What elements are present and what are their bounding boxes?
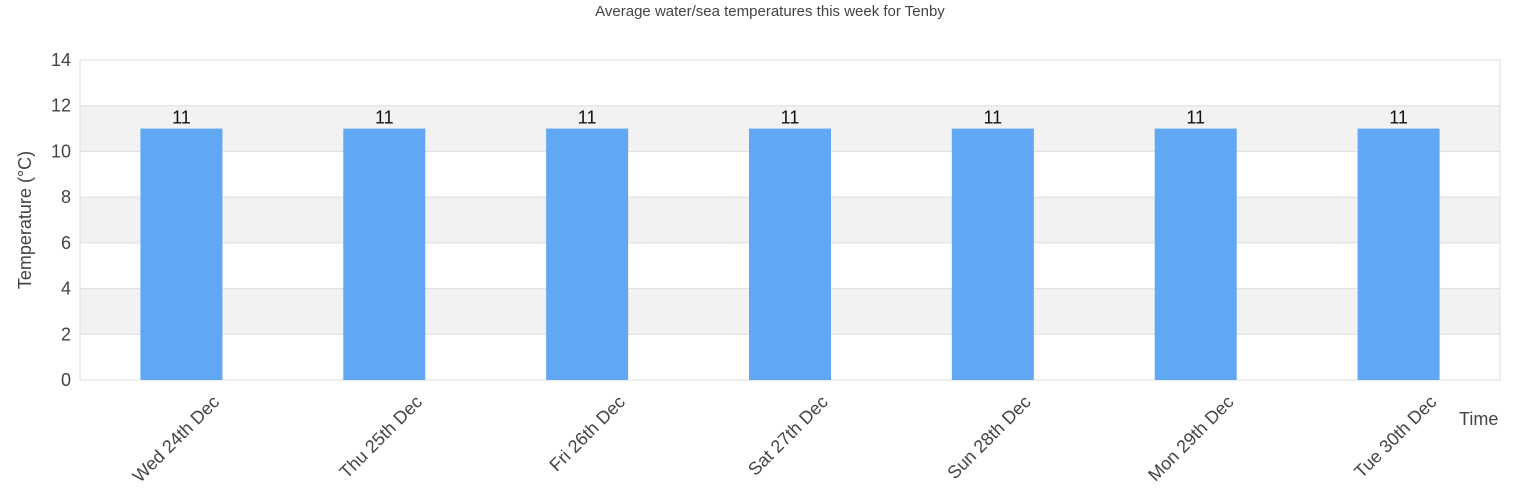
x-axis-ticks: Wed 24th Dec Thu 25th Dec Fri 26th Dec Sat … (129, 392, 1441, 487)
y-tick-label: 6 (61, 233, 71, 253)
x-tick-label: Tue 30th Dec (1350, 392, 1440, 482)
y-tick-label: 8 (61, 187, 71, 207)
bar-value-label: 11 (1389, 108, 1408, 128)
bar-value-label: 11 (375, 108, 394, 128)
y-tick-label: 14 (51, 50, 71, 70)
bar-value-label: 11 (984, 108, 1003, 128)
bar (1154, 128, 1237, 380)
bar (951, 128, 1034, 380)
bar-value-label: 11 (1186, 108, 1205, 128)
x-axis-title: Time (1459, 409, 1498, 429)
x-tick-label: Wed 24th Dec (129, 392, 224, 487)
y-tick-label: 12 (51, 96, 71, 116)
bars: 11 11 11 11 11 11 11 (140, 108, 1440, 380)
bar (749, 128, 831, 380)
y-tick-label: 4 (61, 279, 71, 299)
bar-value-label: 11 (781, 108, 800, 128)
x-tick-label: Thu 25th Dec (336, 392, 427, 483)
bar (546, 128, 629, 380)
bar (343, 128, 426, 380)
y-tick-label: 2 (61, 324, 71, 344)
y-axis-ticks: 0 2 4 6 8 10 12 14 (51, 50, 71, 390)
bar-value-label: 11 (578, 108, 597, 128)
chart-title: Average water/sea temperatures this week… (595, 3, 945, 20)
x-tick-label: Mon 29th Dec (1144, 392, 1237, 485)
bar (1357, 128, 1440, 380)
x-tick-label: Sat 27th Dec (744, 392, 832, 480)
bar-value-label: 11 (172, 108, 191, 128)
bar (140, 128, 223, 380)
y-tick-label: 0 (61, 370, 71, 390)
y-tick-label: 10 (51, 141, 71, 161)
x-tick-label: Sun 28th Dec (943, 392, 1034, 483)
x-tick-label: Fri 26th Dec (545, 392, 628, 475)
y-axis-title: Temperature (°C) (15, 151, 35, 289)
